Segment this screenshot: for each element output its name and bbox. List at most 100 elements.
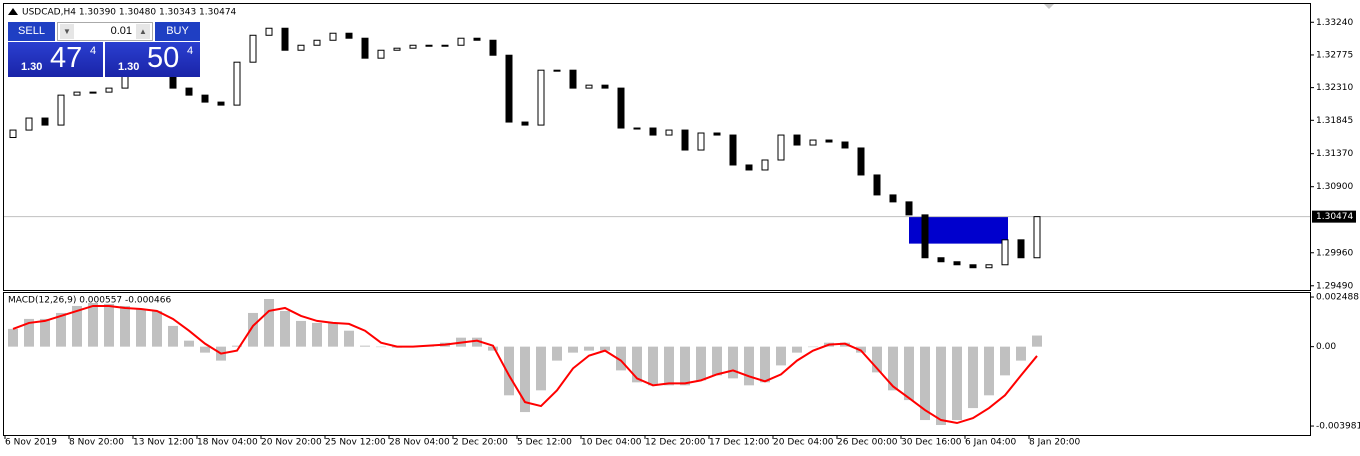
buy-price[interactable]: 1.30 50 4 <box>105 42 200 77</box>
candle <box>201 94 209 103</box>
histogram-bar <box>776 346 786 366</box>
histogram-bar <box>664 346 674 386</box>
histogram-bar <box>952 346 962 421</box>
candle <box>681 129 689 151</box>
candle <box>233 61 241 106</box>
candle <box>1017 239 1025 259</box>
candle <box>569 69 577 89</box>
histogram-bar <box>72 305 82 347</box>
candle <box>585 84 593 89</box>
x-tick-label: 28 Nov 04:00 <box>389 438 450 448</box>
candle <box>953 261 961 266</box>
candle <box>937 257 945 263</box>
signal-line <box>12 304 1038 425</box>
histogram-bar <box>632 346 642 383</box>
x-tick-label: 26 Dec 00:00 <box>837 438 898 448</box>
y-tick-label: 1.31370 <box>1316 149 1353 159</box>
histogram-bar <box>680 346 690 386</box>
histogram-bar <box>696 346 706 381</box>
histogram-bar <box>152 310 162 347</box>
y-tick-label: 1.32775 <box>1316 50 1353 60</box>
histogram-bar <box>472 337 482 347</box>
histogram-bar <box>872 346 882 373</box>
histogram-bar <box>312 322 322 347</box>
candle <box>393 47 401 51</box>
y-tick-label: 1.33240 <box>1316 18 1353 28</box>
x-tick-label: 12 Dec 20:00 <box>645 438 706 448</box>
x-tick-label: 8 Jan 20:00 <box>1029 438 1081 448</box>
candle <box>825 139 833 143</box>
x-tick-label: 20 Dec 04:00 <box>773 438 834 448</box>
sell-price[interactable]: 1.30 47 4 <box>8 42 103 77</box>
y-tick-label: -0.003981 <box>1316 422 1360 432</box>
candle <box>777 134 785 161</box>
x-tick-label: 17 Dec 12:00 <box>709 438 770 448</box>
candle <box>985 264 993 269</box>
histogram-bar <box>24 318 34 347</box>
histogram-bar <box>488 346 498 351</box>
candle <box>713 132 721 136</box>
price-layer: 1.33240 1.32775 1.32310 1.31845 1.31370 1.309… <box>4 18 1356 291</box>
lot-value: 0.01 <box>110 25 132 37</box>
candle <box>553 69 561 72</box>
y-tick-label: 0.00 <box>1316 342 1336 352</box>
x-tick-label: 6 Jan 04:00 <box>965 438 1017 448</box>
histogram-bar <box>360 345 370 347</box>
histogram-bar <box>728 346 738 379</box>
x-tick-label: 8 Nov 20:00 <box>69 438 124 448</box>
x-tick-label: 10 Dec 04:00 <box>581 438 642 448</box>
histogram-bar <box>584 346 594 351</box>
histogram-bar <box>1016 346 1026 361</box>
point: 4 <box>90 45 97 57</box>
last-price-box <box>1312 210 1356 223</box>
candle <box>1001 239 1009 266</box>
histogram-bar <box>1000 346 1010 376</box>
candle <box>969 264 977 269</box>
histogram-bar <box>792 346 802 353</box>
candle <box>921 214 929 259</box>
candle <box>89 91 97 94</box>
histogram-bar <box>1032 335 1042 347</box>
candle <box>809 139 817 146</box>
candle <box>489 39 497 56</box>
histogram-bar <box>648 346 658 386</box>
histogram-bar <box>888 346 898 391</box>
histogram-bar <box>328 322 338 347</box>
collapse-icon[interactable] <box>8 8 18 15</box>
histogram-bar <box>88 302 98 347</box>
buy-button[interactable]: BUY <box>155 22 200 41</box>
x-tick-label: 6 Nov 2019 <box>5 438 57 448</box>
histogram-bar <box>968 346 978 409</box>
macd-layer: 0.002488 0.00 -0.003981 6 Nov 2019 8 Nov 20:… <box>4 293 1360 448</box>
lot-down[interactable]: ▼ <box>60 24 74 39</box>
y-tick-label: 1.31845 <box>1316 116 1353 126</box>
candle <box>873 174 881 196</box>
y-tick-label: 0.002488 <box>1316 293 1359 303</box>
histogram-bar <box>56 312 66 347</box>
candle <box>521 121 529 126</box>
candle <box>697 132 705 151</box>
candle <box>313 39 321 46</box>
histogram-bar <box>520 346 530 413</box>
histogram-bar <box>168 325 178 347</box>
lot-input[interactable]: ▼ 0.01 ▲ <box>57 22 153 41</box>
lot-up[interactable]: ▲ <box>136 24 150 39</box>
histogram-bar <box>8 328 18 347</box>
histogram-bar <box>296 320 306 347</box>
histogram-bar <box>616 346 626 371</box>
histogram-bar <box>280 310 290 347</box>
symbol-title: USDCAD,H4 1.30390 1.30480 1.30343 1.3047… <box>22 8 237 18</box>
candle <box>457 37 465 46</box>
histogram-bar <box>568 346 578 353</box>
y-tick-label: 1.30900 <box>1316 182 1353 192</box>
sell-button[interactable]: SELL <box>8 22 55 41</box>
y-tick-label: 1.29960 <box>1316 248 1353 258</box>
pips: 50 <box>147 42 180 74</box>
macd-title: MACD(12,26,9) 0.000557 -0.000466 <box>8 296 171 306</box>
candle <box>729 134 737 166</box>
histogram-bar <box>504 346 514 396</box>
y-tick-label: 1.29490 <box>1316 281 1353 291</box>
candle <box>905 201 913 216</box>
histogram-bar <box>344 330 354 347</box>
